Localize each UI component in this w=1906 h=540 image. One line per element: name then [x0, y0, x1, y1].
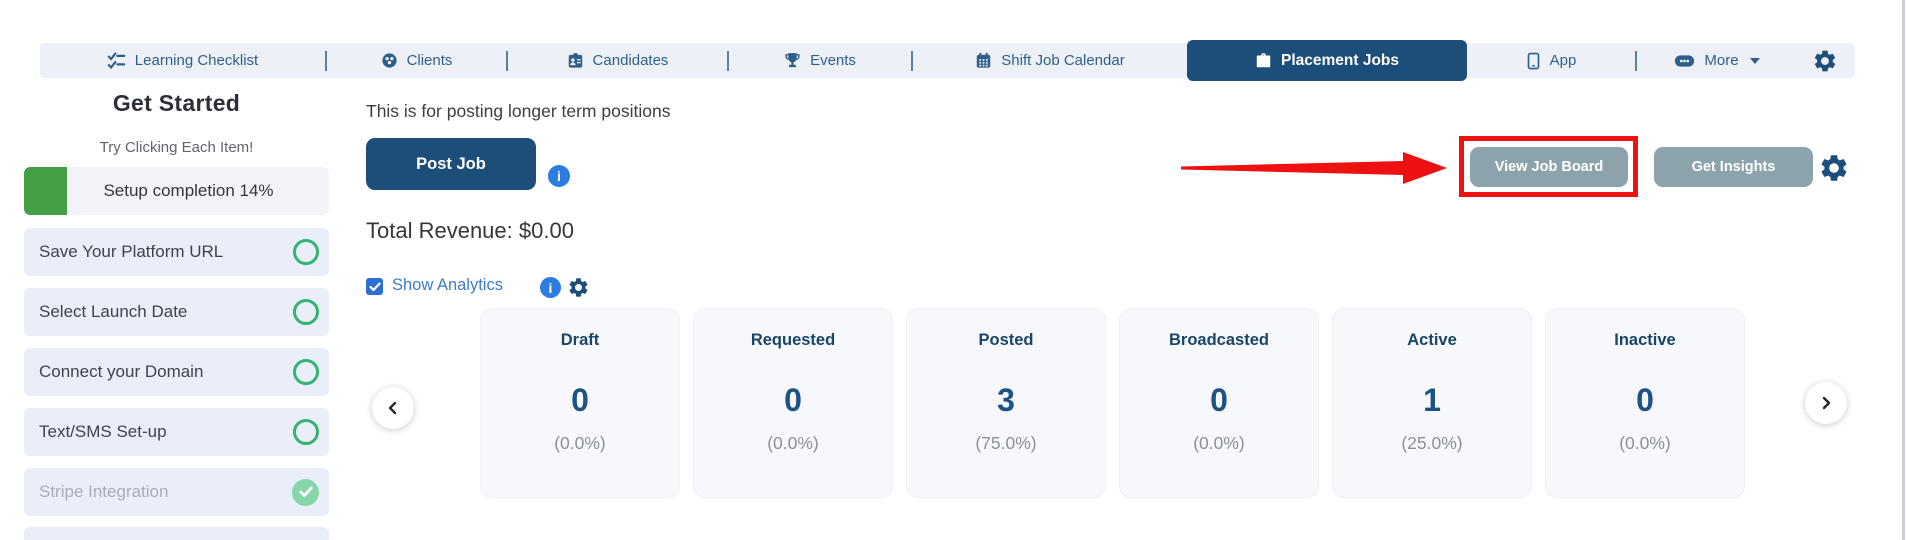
stat-label: Posted: [978, 331, 1034, 349]
sidebar-item-stripe-integration[interactable]: Stripe Integration: [24, 468, 329, 516]
stat-card-posted: Posted 3 (75.0%): [906, 308, 1106, 498]
nav-separator: [911, 50, 913, 71]
sidebar-item-select-launch-date[interactable]: Select Launch Date: [24, 288, 329, 336]
show-analytics-checkbox[interactable]: [366, 278, 383, 295]
sidebar-item-label: Connect your Domain: [39, 362, 204, 381]
scrollbar[interactable]: [1902, 0, 1905, 540]
tab-label: Clients: [406, 52, 453, 69]
post-job-info-icon[interactable]: i: [548, 165, 570, 187]
nav-separator: [1635, 50, 1637, 71]
stat-percent: (25.0%): [1401, 433, 1463, 453]
annotation-arrow: [1181, 152, 1447, 184]
sidebar-item-partial[interactable]: [24, 527, 329, 540]
stat-count: 3: [997, 382, 1015, 418]
nav-separator: [727, 50, 729, 71]
page-description: This is for posting longer term position…: [366, 101, 671, 121]
tab-events[interactable]: Events: [729, 43, 911, 78]
tab-label: Candidates: [592, 52, 669, 69]
candidates-icon: [568, 53, 582, 68]
view-job-board-button[interactable]: View Job Board: [1470, 147, 1628, 187]
stat-percent: (0.0%): [767, 433, 819, 453]
post-job-button[interactable]: Post Job: [366, 138, 536, 190]
setup-completion-progress: Setup completion 14%: [24, 167, 329, 215]
top-navigation-bar: Learning Checklist Clients Candidates: [40, 40, 1855, 81]
trophy-icon: [785, 53, 800, 68]
chevron-left-icon: [388, 401, 397, 415]
stat-label: Draft: [560, 331, 600, 349]
sidebar-subtitle: Try Clicking Each Item!: [99, 139, 254, 156]
stat-card-inactive: Inactive 0 (0.0%): [1545, 308, 1745, 498]
stat-label: Inactive: [1614, 331, 1676, 349]
clients-icon: [381, 53, 397, 68]
stat-percent: (75.0%): [975, 433, 1037, 453]
stat-label: Active: [1407, 331, 1457, 349]
tab-label: More: [1704, 52, 1739, 69]
sidebar-item-save-platform-url[interactable]: Save Your Platform URL: [24, 228, 329, 276]
checklist-icon: [107, 52, 126, 69]
gear-icon: [1814, 50, 1836, 71]
analytics-gear-icon[interactable]: [567, 276, 590, 299]
tab-placement-jobs-selected[interactable]: Placement Jobs: [1187, 40, 1467, 81]
complete-check-icon: [292, 478, 319, 506]
stat-card-active: Active 1 (25.0%): [1332, 308, 1532, 498]
stats-scroll-right-button[interactable]: [1805, 382, 1847, 424]
stat-card-draft: Draft 0 (0.0%): [480, 308, 680, 498]
tab-label: Learning Checklist: [134, 52, 259, 69]
jobs-settings-gear-icon[interactable]: [1818, 152, 1850, 184]
sidebar-title: Get Started: [112, 90, 241, 116]
stat-label: Requested: [750, 331, 836, 349]
sidebar-item-connect-domain[interactable]: Connect your Domain: [24, 348, 329, 396]
phone-icon: [1527, 52, 1539, 69]
more-icon: [1675, 54, 1695, 67]
nav-settings-button[interactable]: [1797, 43, 1853, 78]
stat-label: Broadcasted: [1169, 331, 1269, 349]
annotation-highlight-box: [1459, 136, 1638, 197]
progress-label: Setup completion 14%: [103, 181, 274, 200]
stat-card-requested: Requested 0 (0.0%): [693, 308, 893, 498]
incomplete-circle-icon: [293, 299, 319, 325]
tab-label: App: [1549, 52, 1577, 69]
sidebar-item-label: Save Your Platform URL: [39, 242, 224, 261]
chevron-right-icon: [1822, 396, 1831, 410]
tab-label: Shift Job Calendar: [1001, 52, 1125, 69]
show-analytics-label[interactable]: Show Analytics: [392, 276, 503, 294]
chevron-down-icon: [1749, 57, 1760, 64]
progress-fill: [24, 167, 67, 215]
incomplete-circle-icon: [293, 239, 319, 265]
stat-card-broadcasted: Broadcasted 0 (0.0%): [1119, 308, 1319, 498]
nav-separator: [325, 50, 327, 71]
stat-count: 0: [1210, 382, 1228, 418]
nav-separator: [506, 50, 508, 71]
tab-learning-checklist[interactable]: Learning Checklist: [40, 43, 325, 78]
briefcase-icon: [1256, 53, 1271, 68]
tab-candidates[interactable]: Candidates: [508, 43, 727, 78]
tab-clients[interactable]: Clients: [327, 43, 506, 78]
tab-shift-job-calendar[interactable]: Shift Job Calendar: [913, 43, 1187, 78]
sidebar-item-label: Text/SMS Set-up: [39, 422, 167, 441]
sidebar-item-label: Select Launch Date: [39, 302, 188, 321]
tab-app[interactable]: App: [1467, 43, 1635, 78]
sidebar-item-text-sms-setup[interactable]: Text/SMS Set-up: [24, 408, 329, 456]
total-revenue: Total Revenue: $0.00: [366, 218, 574, 243]
tab-more[interactable]: More: [1637, 43, 1797, 78]
incomplete-circle-icon: [293, 419, 319, 445]
stat-count: 0: [1636, 382, 1654, 418]
sidebar-item-label: Stripe Integration: [39, 482, 169, 501]
get-insights-button[interactable]: Get Insights: [1654, 147, 1813, 187]
analytics-info-icon[interactable]: i: [540, 277, 561, 298]
stat-count: 0: [784, 382, 802, 418]
incomplete-circle-icon: [293, 359, 319, 385]
stat-percent: (0.0%): [1619, 433, 1671, 453]
stats-scroll-left-button[interactable]: [372, 387, 414, 429]
check-icon: [368, 282, 381, 291]
stat-percent: (0.0%): [554, 433, 606, 453]
stat-percent: (0.0%): [1193, 433, 1245, 453]
calendar-icon: [977, 52, 991, 68]
tab-label: Placement Jobs: [1280, 51, 1400, 69]
stat-count: 1: [1423, 382, 1441, 418]
tab-label: Events: [810, 52, 856, 69]
stat-count: 0: [571, 382, 589, 418]
